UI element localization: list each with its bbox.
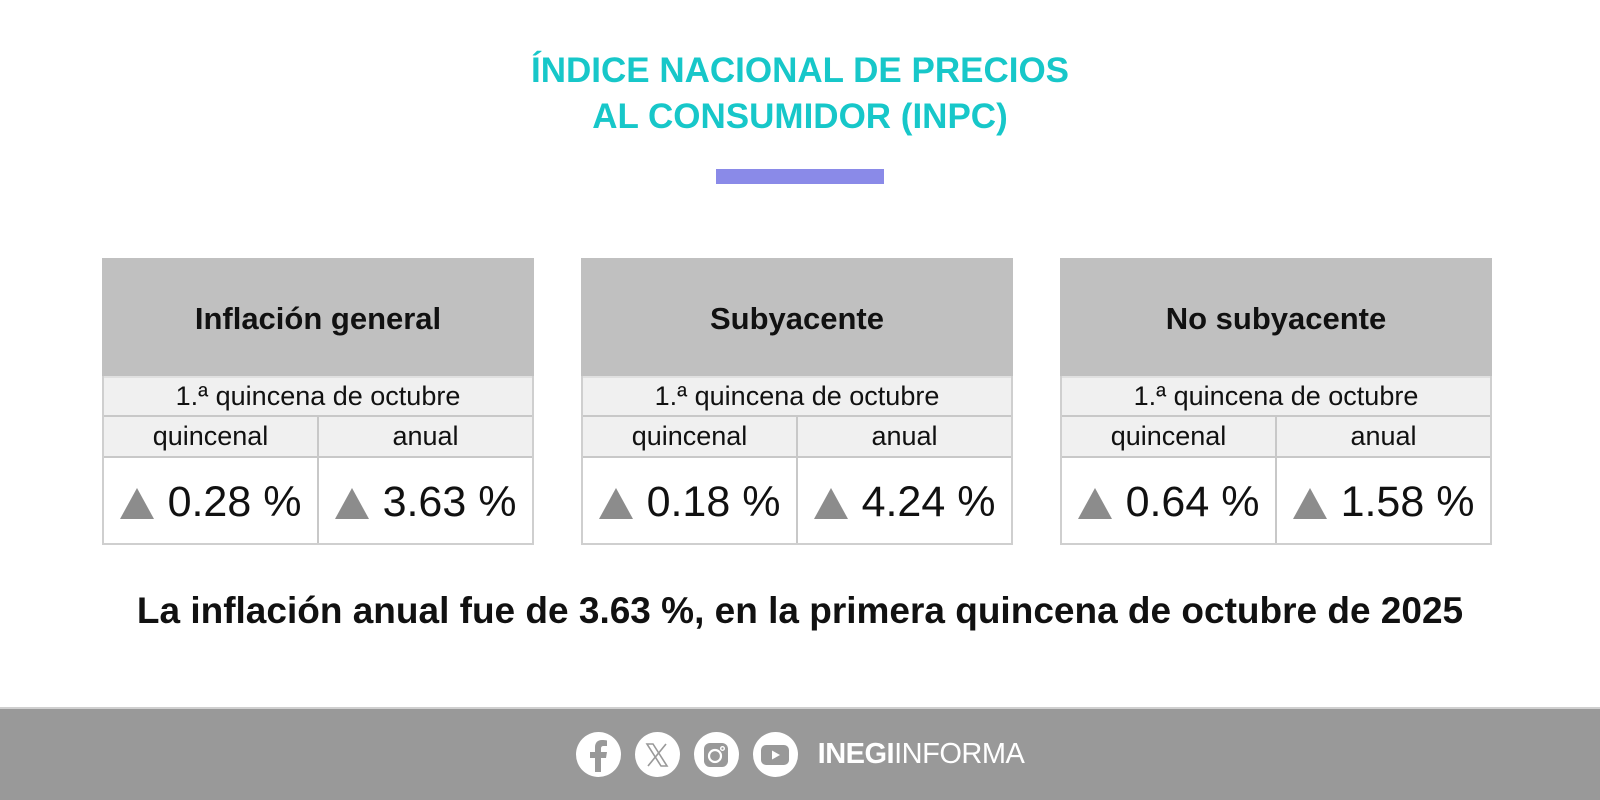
card-subyacente: Subyacente 1.ª quincena de octubre quinc…: [581, 258, 1013, 545]
card-inflacion-general: Inflación general 1.ª quincena de octubr…: [102, 258, 534, 545]
col-anual: anual: [796, 417, 1011, 456]
facebook-icon[interactable]: [575, 732, 621, 777]
summary-text: La inflación anual fue de 3.63 %, en la …: [136, 590, 1464, 631]
up-triangle-icon: [1077, 488, 1112, 519]
up-triangle-icon: [598, 488, 633, 519]
value-text: 1.58 %: [1340, 478, 1475, 526]
card-no-subyacente: No subyacente 1.ª quincena de octubre qu…: [1060, 258, 1492, 545]
up-triangle-icon: [334, 488, 369, 519]
value-anual: 1.58 %: [1275, 458, 1490, 543]
card-title: No subyacente: [1060, 258, 1492, 376]
values-row: 0.18 % 4.24 %: [583, 458, 1011, 543]
page-title: ÍNDICE NACIONAL DE PRECIOS AL CONSUMIDOR…: [0, 48, 1600, 140]
value-text: 0.64 %: [1125, 478, 1260, 526]
brand-bold: INEGI: [817, 738, 895, 770]
youtube-icon[interactable]: [752, 732, 798, 777]
col-anual: anual: [1275, 417, 1490, 456]
col-quincenal: quincenal: [631, 421, 748, 451]
column-headers: quincenal anual: [1062, 417, 1490, 458]
period-label: 1.ª quincena de octubre: [104, 376, 532, 417]
value-quincenal: 0.28 %: [104, 458, 317, 543]
card-title: Subyacente: [581, 258, 1013, 376]
footer: INEGIINFORMA: [0, 707, 1600, 800]
ineg-informa-brand[interactable]: INEGIINFORMA: [818, 738, 1025, 771]
title-line-1: ÍNDICE NACIONAL DE PRECIOS: [530, 51, 1070, 90]
x-icon[interactable]: [634, 732, 680, 777]
col-quincenal: quincenal: [1110, 421, 1227, 451]
value-anual: 4.24 %: [796, 458, 1011, 543]
title-divider-bar: [716, 169, 884, 184]
column-headers: quincenal anual: [583, 417, 1011, 458]
value-anual: 3.63 %: [317, 458, 532, 543]
up-triangle-icon: [813, 488, 848, 519]
value-quincenal: 0.64 %: [1062, 458, 1275, 543]
title-line-2: AL CONSUMIDOR (INPC): [592, 97, 1008, 136]
value-text: 0.18 %: [646, 478, 781, 526]
instagram-icon[interactable]: [693, 732, 739, 777]
column-headers: quincenal anual: [104, 417, 532, 458]
value-text: 3.63 %: [382, 478, 517, 526]
value-text: 4.24 %: [861, 478, 996, 526]
value-text: 0.28 %: [167, 478, 302, 526]
values-row: 0.64 % 1.58 %: [1062, 458, 1490, 543]
col-quincenal: quincenal: [152, 421, 269, 451]
value-quincenal: 0.18 %: [583, 458, 796, 543]
brand-light: INFORMA: [894, 738, 1025, 770]
values-row: 0.28 % 3.63 %: [104, 458, 532, 543]
up-triangle-icon: [1292, 488, 1327, 519]
period-label: 1.ª quincena de octubre: [583, 376, 1011, 417]
period-label: 1.ª quincena de octubre: [1062, 376, 1490, 417]
col-anual: anual: [317, 417, 532, 456]
card-title: Inflación general: [102, 258, 534, 376]
up-triangle-icon: [119, 488, 154, 519]
